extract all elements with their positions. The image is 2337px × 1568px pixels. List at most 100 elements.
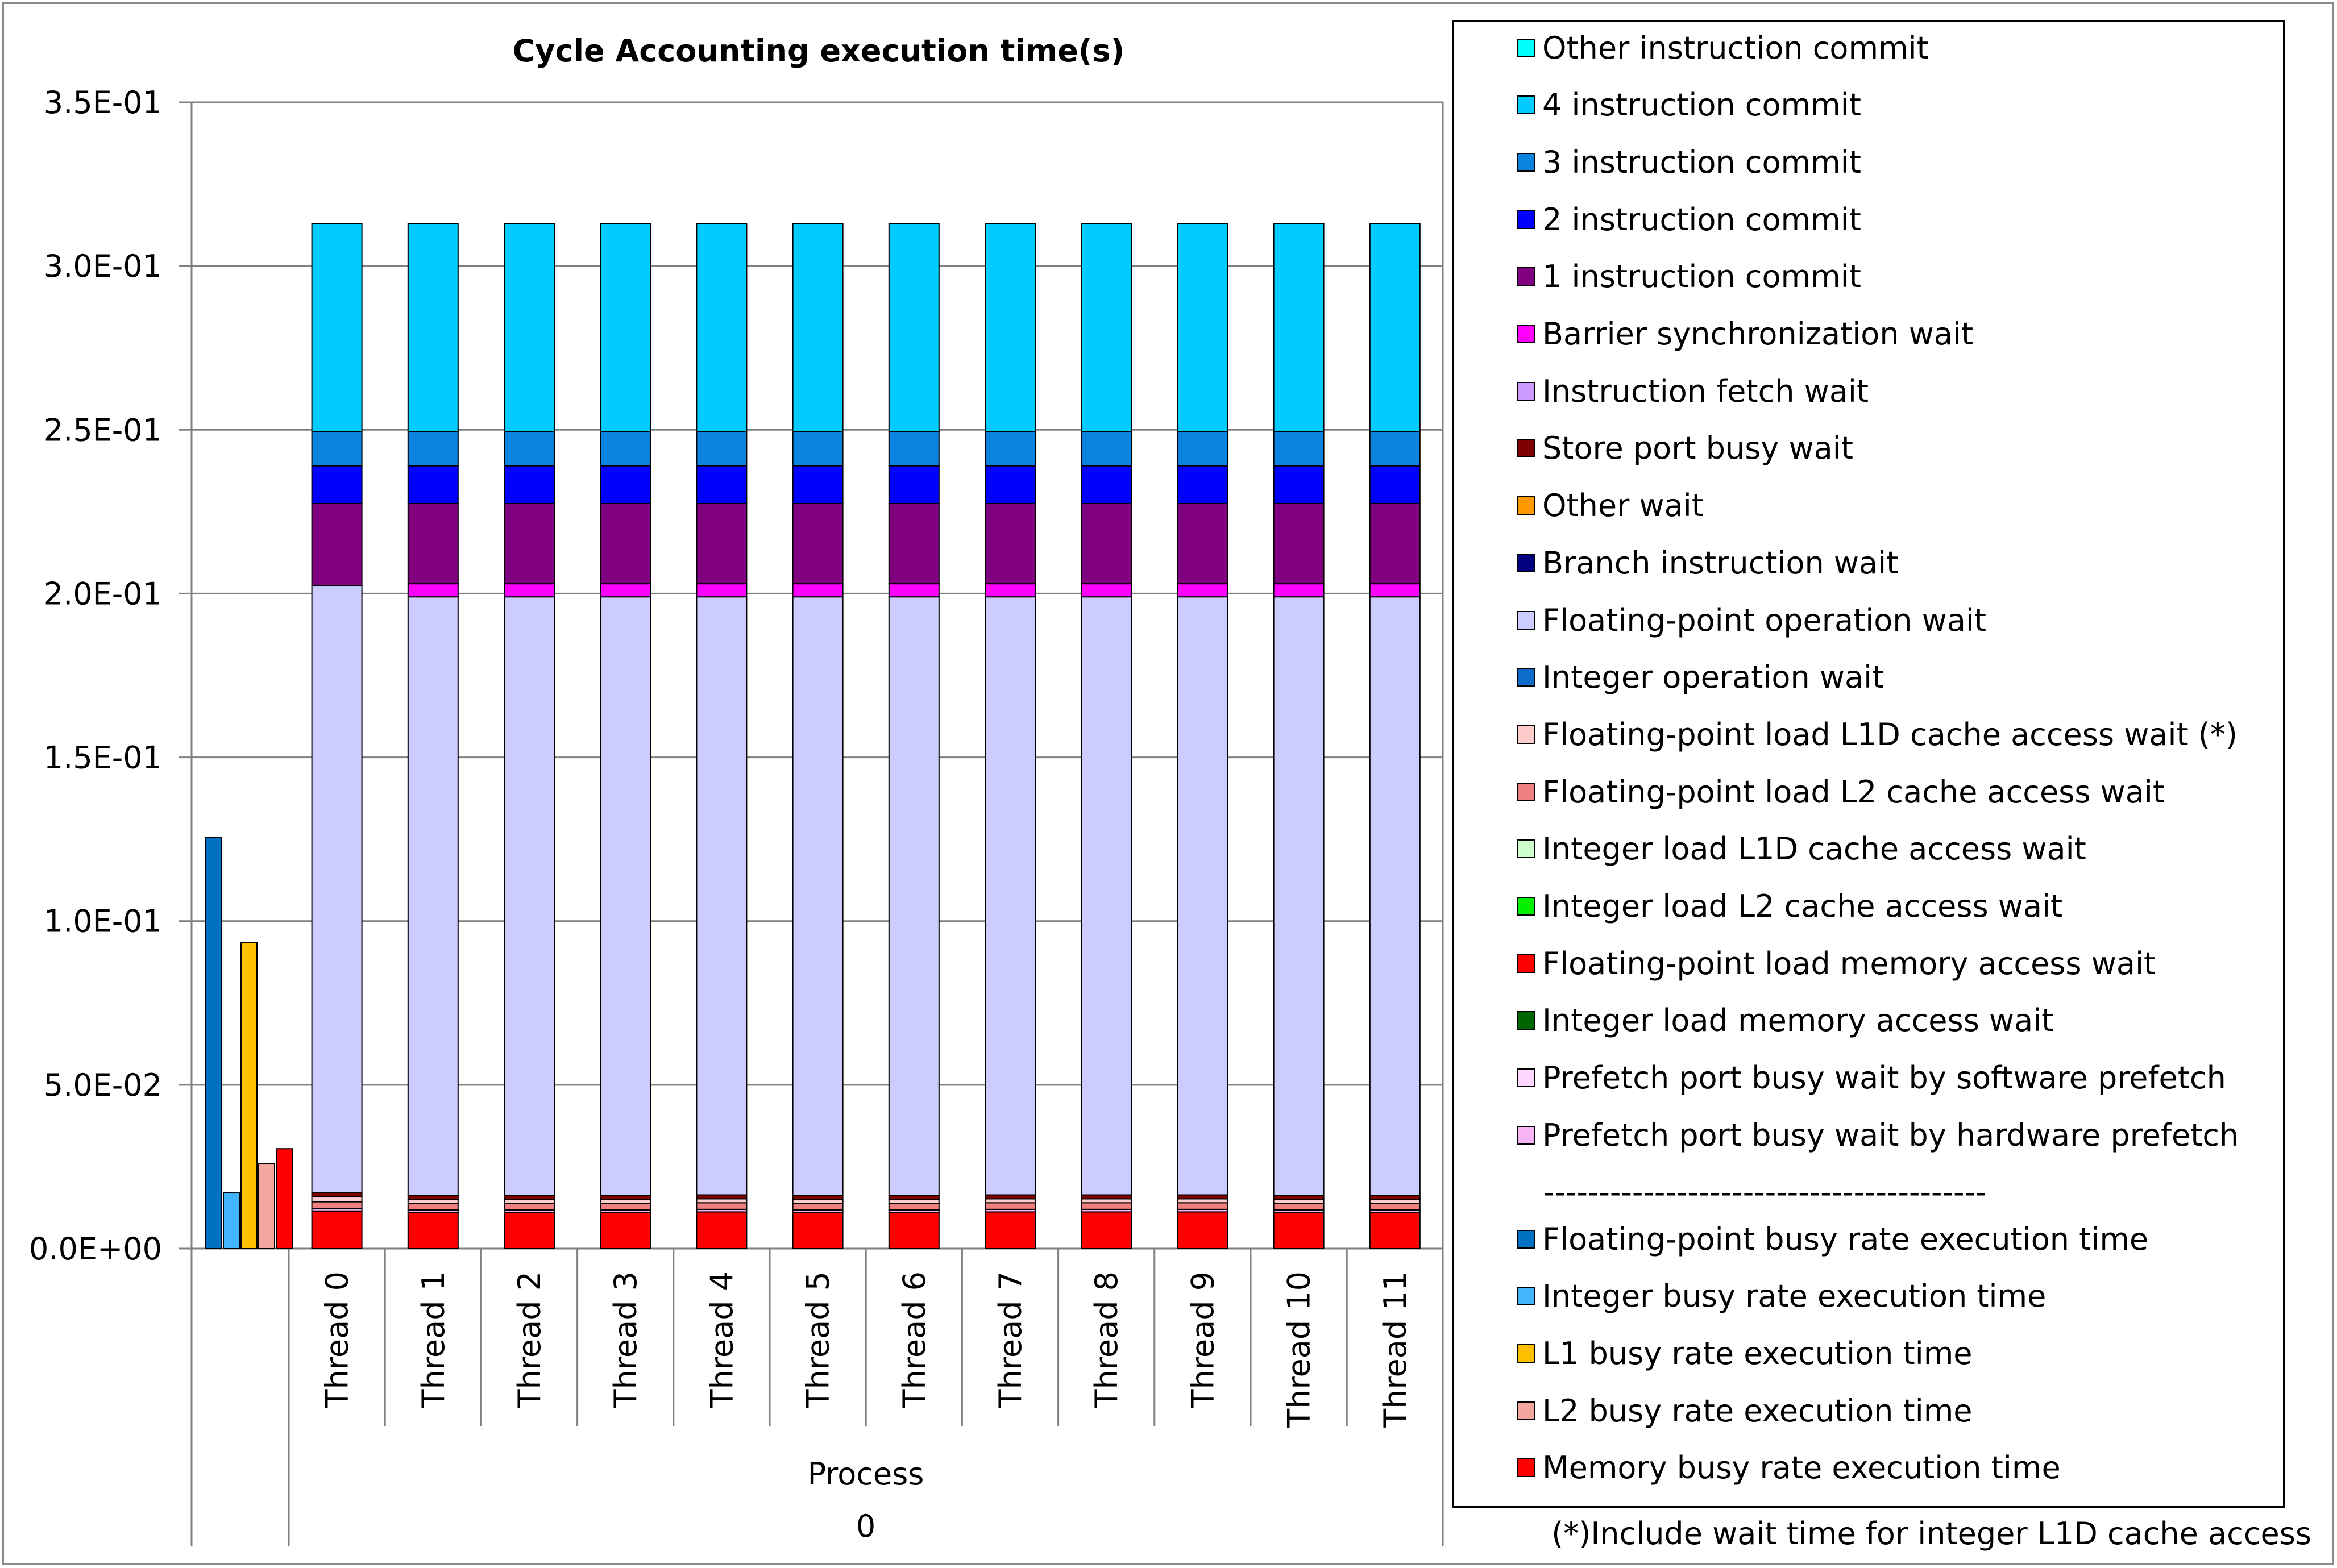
stacked-bar-segment (792, 1212, 844, 1250)
busy-rate-bar (223, 1192, 240, 1250)
legend-item: Integer operation wait (1517, 655, 1884, 700)
stacked-bar-segment (1273, 465, 1325, 504)
stacked-bar-segment (1081, 1194, 1132, 1200)
legend-item: 1 instruction commit (1517, 254, 1861, 300)
stacked-bar-segment (696, 1194, 748, 1200)
legend-swatch (1517, 1287, 1535, 1306)
stacked-bar-segment (1273, 1199, 1325, 1204)
legend-swatch (1517, 267, 1535, 286)
stacked-bar-segment (407, 1212, 459, 1250)
chart-title: Cycle Accounting execution time(s) (512, 33, 1125, 69)
legend-item: L2 busy rate execution time (1517, 1388, 1973, 1433)
legend-label: Floating-point operation wait (1542, 602, 1987, 638)
stacked-bar-segment (985, 465, 1036, 504)
stacked-bar-segment (407, 1199, 459, 1204)
stacked-bar-segment (1369, 223, 1421, 432)
stacked-bar-segment (792, 1203, 844, 1211)
legend-item: Prefetch port busy wait by hardware pref… (1517, 1112, 2239, 1158)
stacked-bar-segment (1177, 1198, 1228, 1204)
stacked-bar-segment (600, 431, 651, 467)
legend-swatch (1517, 839, 1535, 859)
busy-rate-bar (276, 1148, 293, 1250)
x-category-label: Thread 9 (1185, 1271, 1221, 1408)
legend-label: Other instruction commit (1542, 30, 1929, 66)
stacked-bar-segment (504, 431, 555, 467)
stacked-bar-segment (407, 431, 459, 467)
stacked-bar-segment (1177, 583, 1228, 598)
stacked-bar-segment (1081, 1198, 1132, 1204)
stacked-bar-segment (792, 431, 844, 467)
stacked-bar-segment (985, 1211, 1036, 1250)
x-category-label: Thread 3 (608, 1271, 644, 1408)
legend-swatch (1517, 782, 1535, 801)
y-tick-label: 5.0E-02 (44, 1067, 162, 1103)
legend-item: Other wait (1517, 483, 1704, 529)
legend-label: Integer busy rate execution time (1542, 1278, 2047, 1315)
stacked-bar-segment (1369, 1212, 1421, 1250)
stacked-bar-segment (600, 1212, 651, 1250)
stacked-bar-segment (407, 1203, 459, 1211)
stacked-bar-segment (1081, 1202, 1132, 1210)
footnote: (*)Include wait time for integer L1D cac… (1551, 1516, 2311, 1552)
stacked-bar-segment (311, 1210, 363, 1249)
legend-swatch (1517, 610, 1535, 630)
x-category-label: Thread 0 (319, 1271, 355, 1408)
stacked-bar-segment (1177, 223, 1228, 432)
stacked-bar-segment (1081, 465, 1132, 504)
legend-label: Floating-point load L1D cache access wai… (1542, 716, 2238, 752)
stacked-bar-segment (888, 465, 940, 504)
legend-label: Prefetch port busy wait by hardware pref… (1542, 1117, 2239, 1153)
stacked-bar-segment (600, 502, 651, 585)
legend-item: Prefetch port busy wait by software pref… (1517, 1055, 2226, 1101)
y-tick-label: 1.0E-01 (44, 904, 162, 939)
stacked-bar-segment (1273, 431, 1325, 467)
stacked-bar-segment (407, 223, 459, 432)
legend-item: 4 instruction commit (1517, 82, 1861, 128)
legend-swatch (1517, 38, 1535, 57)
legend-item: L1 busy rate execution time (1517, 1330, 1973, 1376)
legend-item: Floating-point busy rate execution time (1517, 1216, 2148, 1262)
stacked-bar-segment (696, 465, 748, 504)
legend-label: L2 busy rate execution time (1542, 1392, 1973, 1429)
stacked-bar-segment (696, 431, 748, 467)
legend-label: L1 busy rate execution time (1542, 1335, 1973, 1371)
stacked-bar-segment (1369, 502, 1421, 585)
legend-label: Integer operation wait (1542, 659, 1884, 696)
x-category-label: Thread 1 (416, 1271, 451, 1408)
x-category-label: Thread 5 (800, 1271, 836, 1408)
legend-swatch (1517, 897, 1535, 916)
legend-swatch (1517, 668, 1535, 687)
x-category-label: Thread 2 (512, 1271, 547, 1408)
legend-swatch (1517, 1344, 1535, 1363)
x-category-label: Thread 4 (704, 1271, 740, 1408)
stacked-bar-segment (311, 1192, 363, 1197)
stacked-bar-segment (504, 1212, 555, 1250)
legend-item: Integer load memory access wait (1517, 998, 2053, 1043)
stacked-bar-segment (600, 1203, 651, 1211)
stacked-bar-segment (888, 1212, 940, 1250)
stacked-bar-segment (1177, 502, 1228, 585)
stacked-bar-segment (600, 223, 651, 432)
stacked-bar-segment (1369, 596, 1421, 1196)
stacked-bar-segment (504, 1199, 555, 1204)
legend-label: 2 instruction commit (1542, 201, 1861, 238)
legend-label: Instruction fetch wait (1542, 373, 1869, 409)
legend-label: 3 instruction commit (1542, 144, 1861, 180)
stacked-bar-segment (311, 502, 363, 587)
x-category-label: Thread 6 (896, 1271, 932, 1408)
stacked-bar-segment (311, 1196, 363, 1203)
legend-swatch (1517, 152, 1535, 172)
stacked-bar-segment (407, 583, 459, 598)
busy-rate-bar (205, 837, 222, 1250)
stacked-bar-segment (1273, 596, 1325, 1196)
stacked-bar-segment (792, 583, 844, 598)
legend-swatch (1517, 1401, 1535, 1420)
legend-swatch (1517, 1125, 1535, 1145)
stacked-bar-segment (311, 585, 363, 1194)
stacked-bar-segment (888, 431, 940, 467)
stacked-bar-segment (311, 465, 363, 504)
y-tick-label: 1.5E-01 (44, 740, 162, 776)
legend-item: Integer load L2 cache access wait (1517, 884, 2062, 929)
legend-swatch (1517, 553, 1535, 572)
